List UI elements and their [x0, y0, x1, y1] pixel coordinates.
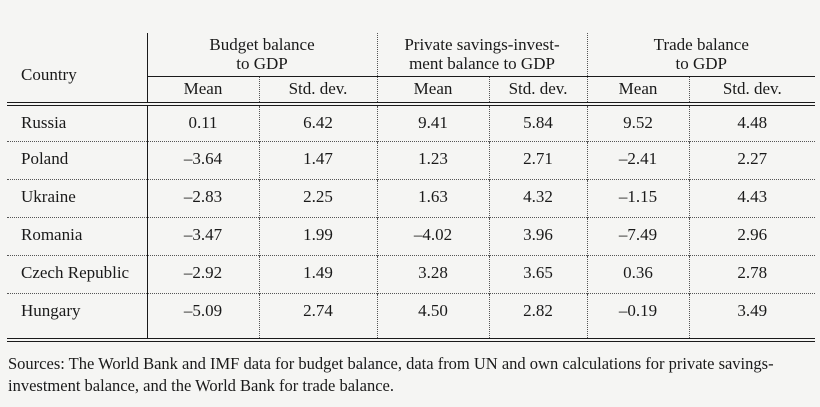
country-name: Romania	[7, 217, 148, 256]
cell-trade-stddev: 2.27	[688, 141, 816, 180]
cell-trade-mean: –7.49	[586, 217, 690, 256]
cell-budget-mean: –5.09	[146, 293, 259, 342]
cell-private-mean: 1.63	[376, 179, 490, 218]
cell-private-mean: 9.41	[376, 103, 490, 142]
table-row-russia: Russia 0.11 6.42 9.41 5.84 9.52 4.48	[7, 103, 816, 142]
cell-private-mean: –4.02	[376, 217, 490, 256]
group-header-trade-balance: Trade balance to GDP	[586, 33, 816, 78]
country-statistics-table: Country Budget balance to GDP Private sa…	[7, 33, 816, 342]
group-header-trade-line2: to GDP	[675, 54, 728, 74]
cell-trade-stddev: 4.48	[688, 103, 816, 142]
subheader-trade-stddev: Std. dev.	[688, 76, 816, 106]
table-row-ukraine: Ukraine –2.83 2.25 1.63 4.32 –1.15 4.43	[7, 179, 816, 218]
cell-private-stddev: 2.82	[488, 293, 588, 342]
cell-trade-mean: 9.52	[586, 103, 690, 142]
sources-note: Sources: The World Bank and IMF data for…	[8, 353, 774, 395]
subheader-budget-stddev: Std. dev.	[258, 76, 378, 106]
cell-trade-stddev: 3.49	[688, 293, 816, 342]
country-name: Czech Republic	[7, 255, 148, 294]
group-header-private-line1: Private savings-invest-	[404, 35, 560, 54]
cell-trade-stddev: 2.78	[688, 255, 816, 294]
cell-trade-mean: 0.36	[586, 255, 690, 294]
cell-budget-mean: –3.64	[146, 141, 259, 180]
subheader-private-mean: Mean	[376, 76, 490, 106]
cell-budget-stddev: 1.47	[258, 141, 378, 180]
cell-private-stddev: 4.32	[488, 179, 588, 218]
table-row-hungary: Hungary –5.09 2.74 4.50 2.82 –0.19 3.49	[7, 293, 816, 342]
cell-private-mean: 1.23	[376, 141, 490, 180]
group-header-trade-line1: Trade balance	[653, 35, 749, 54]
table-header: Country Budget balance to GDP Private sa…	[7, 33, 816, 106]
group-header-private-line2: ment balance to GDP	[409, 54, 555, 74]
cell-trade-mean: –2.41	[586, 141, 690, 180]
country-name: Russia	[7, 103, 148, 142]
table-row-romania: Romania –3.47 1.99 –4.02 3.96 –7.49 2.96	[7, 217, 816, 256]
table-row-czech-republic: Czech Republic –2.92 1.49 3.28 3.65 0.36…	[7, 255, 816, 294]
group-header-budget-line1: Budget balance	[209, 35, 315, 54]
country-name: Hungary	[7, 293, 148, 342]
cell-private-mean: 3.28	[376, 255, 490, 294]
cell-budget-mean: –2.92	[146, 255, 259, 294]
country-name: Poland	[7, 141, 148, 180]
subheader-budget-mean: Mean	[146, 76, 259, 106]
cell-trade-stddev: 4.43	[688, 179, 816, 218]
group-header-budget-line2: to GDP	[236, 54, 288, 74]
cell-budget-mean: –3.47	[146, 217, 259, 256]
subheader-trade-mean: Mean	[586, 76, 690, 106]
cell-private-mean: 4.50	[376, 293, 490, 342]
cell-budget-mean: –2.83	[146, 179, 259, 218]
group-header-budget-balance: Budget balance to GDP	[147, 33, 378, 78]
cell-private-stddev: 2.71	[488, 141, 588, 180]
cell-trade-mean: –1.15	[586, 179, 690, 218]
table-row-poland: Poland –3.64 1.47 1.23 2.71 –2.41 2.27	[7, 141, 816, 180]
country-name: Ukraine	[7, 179, 148, 218]
cell-budget-mean: 0.11	[146, 103, 259, 142]
cell-private-stddev: 5.84	[488, 103, 588, 142]
cell-budget-stddev: 2.74	[258, 293, 378, 342]
column-header-country: Country	[7, 33, 148, 106]
cell-budget-stddev: 6.42	[258, 103, 378, 142]
cell-trade-mean: –0.19	[586, 293, 690, 342]
cell-budget-stddev: 2.25	[258, 179, 378, 218]
table-body: Russia 0.11 6.42 9.41 5.84 9.52 4.48 Pol…	[7, 103, 816, 342]
subheader-private-stddev: Std. dev.	[488, 76, 588, 106]
cell-budget-stddev: 1.49	[258, 255, 378, 294]
cell-budget-stddev: 1.99	[258, 217, 378, 256]
cell-trade-stddev: 2.96	[688, 217, 816, 256]
group-header-private-savings: Private savings-invest- ment balance to …	[376, 33, 588, 78]
cell-private-stddev: 3.96	[488, 217, 588, 256]
cell-private-stddev: 3.65	[488, 255, 588, 294]
